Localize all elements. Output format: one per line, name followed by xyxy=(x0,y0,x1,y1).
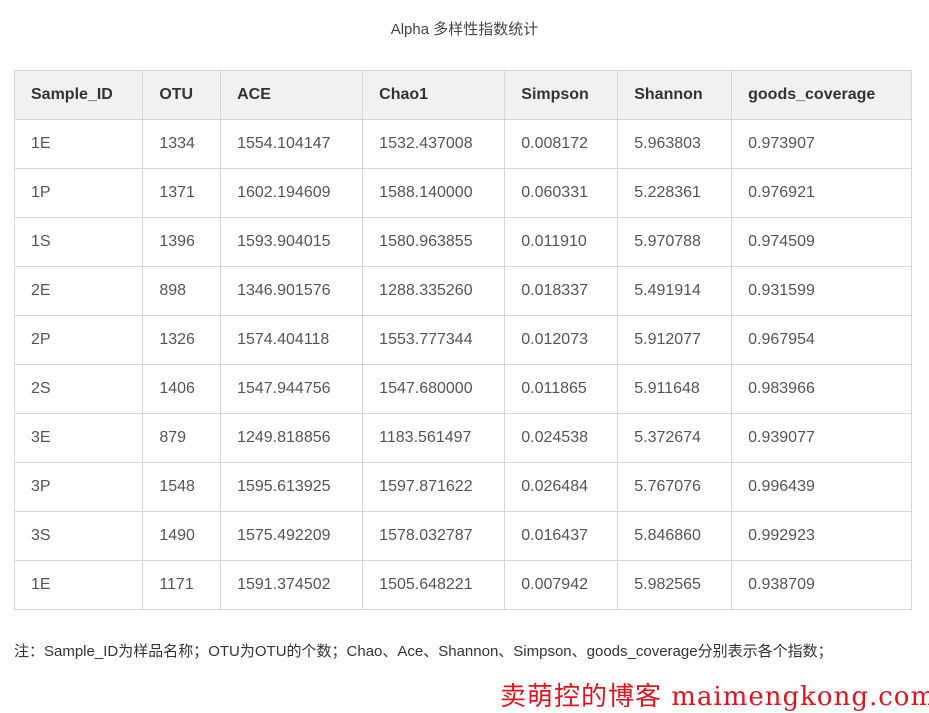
column-header: ACE xyxy=(220,70,364,120)
table-cell: 1171 xyxy=(142,560,222,610)
table-cell: 1326 xyxy=(142,315,222,365)
table-cell: 5.912077 xyxy=(617,315,733,365)
table-cell: 5.491914 xyxy=(617,266,733,316)
table-title: Alpha 多样性指数统计 xyxy=(390,21,539,38)
table-cell: 0.967954 xyxy=(731,315,912,365)
table-cell: 0.983966 xyxy=(731,364,912,414)
table-cell: 0.026484 xyxy=(504,462,619,512)
table-cell: 0.018337 xyxy=(504,266,619,316)
table-row: 1E 1171 1591.374502 1505.648221 0.007942 5.98… xyxy=(13,560,912,610)
table-row: 3S 1490 1575.492209 1578.032787 0.016437 5.84… xyxy=(13,511,912,561)
table-cell: 0.016437 xyxy=(504,511,619,561)
table-cell: 3P xyxy=(13,462,144,512)
table-cell: 1406 xyxy=(142,364,222,414)
column-header: Chao1 xyxy=(362,70,506,120)
table-cell: 1490 xyxy=(142,511,222,561)
table-cell: 5.372674 xyxy=(617,413,733,463)
table-cell: 2E xyxy=(13,266,144,316)
column-header: Shannon xyxy=(617,70,733,120)
table-cell: 1P xyxy=(13,168,144,218)
table-cell: 1595.613925 xyxy=(220,462,364,512)
table-cell: 5.963803 xyxy=(617,119,733,169)
table-cell: 1591.374502 xyxy=(220,560,364,610)
table-cell: 0.974509 xyxy=(731,217,912,267)
table-cell: 1597.871622 xyxy=(362,462,506,512)
table-cell: 1588.140000 xyxy=(362,168,506,218)
table-cell: 0.931599 xyxy=(731,266,912,316)
table-cell: 0.007942 xyxy=(504,560,619,610)
table-cell: 5.982565 xyxy=(617,560,733,610)
table-cell: 1548 xyxy=(142,462,222,512)
table-cell: 0.008172 xyxy=(504,119,619,169)
table-row: 1E 1334 1554.104147 1532.437008 0.008172 5.96… xyxy=(13,119,912,169)
table-cell: 0.992923 xyxy=(731,511,912,561)
table-cell: 1602.194609 xyxy=(220,168,364,218)
table-cell: 1593.904015 xyxy=(220,217,364,267)
table-cell: 5.228361 xyxy=(617,168,733,218)
alpha-diversity-table: Sample_ID OTU ACE Chao1 Simpson Shannon goods_… xyxy=(13,70,912,610)
column-header: Sample_ID xyxy=(13,70,144,120)
table-cell: 0.976921 xyxy=(731,168,912,218)
column-header: goods_coverage xyxy=(731,70,912,120)
table-cell: 1288.335260 xyxy=(362,266,506,316)
table-row: 3P 1548 1595.613925 1597.871622 0.026484 5.76… xyxy=(13,462,912,512)
table-row: 2P 1326 1574.404118 1553.777344 0.012073 5.91… xyxy=(13,315,912,365)
table-cell: 0.011865 xyxy=(504,364,619,414)
table-row: 1P 1371 1602.194609 1588.140000 0.060331 5.22… xyxy=(13,168,912,218)
table-row: 2E 898 1346.901576 1288.335260 0.018337 5.491… xyxy=(13,266,912,316)
table-cell: 5.911648 xyxy=(617,364,733,414)
table-cell: 879 xyxy=(142,413,222,463)
table-cell: 1574.404118 xyxy=(220,315,364,365)
table-cell: 1334 xyxy=(142,119,222,169)
table-cell: 0.011910 xyxy=(504,217,619,267)
table-cell: 1396 xyxy=(142,217,222,267)
table-cell: 1532.437008 xyxy=(362,119,506,169)
table-cell: 0.973907 xyxy=(731,119,912,169)
table-cell: 5.970788 xyxy=(617,217,733,267)
table-row: 3E 879 1249.818856 1183.561497 0.024538 5.372… xyxy=(13,413,912,463)
table-cell: 1371 xyxy=(142,168,222,218)
table-cell: 1547.680000 xyxy=(362,364,506,414)
table-cell: 0.939077 xyxy=(731,413,912,463)
table-cell: 1249.818856 xyxy=(220,413,364,463)
table-cell: 0.012073 xyxy=(504,315,619,365)
table-row: 2S 1406 1547.944756 1547.680000 0.011865 5.91… xyxy=(13,364,912,414)
column-header: OTU xyxy=(142,70,222,120)
table-cell: 3S xyxy=(13,511,144,561)
table-cell: 1S xyxy=(13,217,144,267)
table-cell: 898 xyxy=(142,266,222,316)
table-header-row: Sample_ID OTU ACE Chao1 Simpson Shannon goods_… xyxy=(13,70,912,120)
table-cell: 2P xyxy=(13,315,144,365)
table-cell: 1346.901576 xyxy=(220,266,364,316)
table-cell: 1E xyxy=(13,119,144,169)
table-cell: 1183.561497 xyxy=(362,413,506,463)
table-cell: 5.767076 xyxy=(617,462,733,512)
table-cell: 5.846860 xyxy=(617,511,733,561)
table-cell: 2S xyxy=(13,364,144,414)
table-cell: 1505.648221 xyxy=(362,560,506,610)
table-cell: 0.996439 xyxy=(731,462,912,512)
column-header: Simpson xyxy=(504,70,619,120)
watermark: 卖萌控的博客 maimengkong.com xyxy=(500,682,929,712)
table-row: 1S 1396 1593.904015 1580.963855 0.011910 5.97… xyxy=(13,217,912,267)
table-cell: 3E xyxy=(13,413,144,463)
table-cell: 1578.032787 xyxy=(362,511,506,561)
table-cell: 1E xyxy=(13,560,144,610)
table-cell: 1547.944756 xyxy=(220,364,364,414)
table-cell: 0.938709 xyxy=(731,560,912,610)
table-cell: 1580.963855 xyxy=(362,217,506,267)
table-cell: 0.024538 xyxy=(504,413,619,463)
table-cell: 0.060331 xyxy=(504,168,619,218)
table-cell: 1575.492209 xyxy=(220,511,364,561)
table-cell: 1553.777344 xyxy=(362,315,506,365)
footnote: 注：Sample_ID为样品名称；OTU为OTU的个数；Chao、Ace、Sha… xyxy=(14,643,833,660)
table-cell: 1554.104147 xyxy=(220,119,364,169)
